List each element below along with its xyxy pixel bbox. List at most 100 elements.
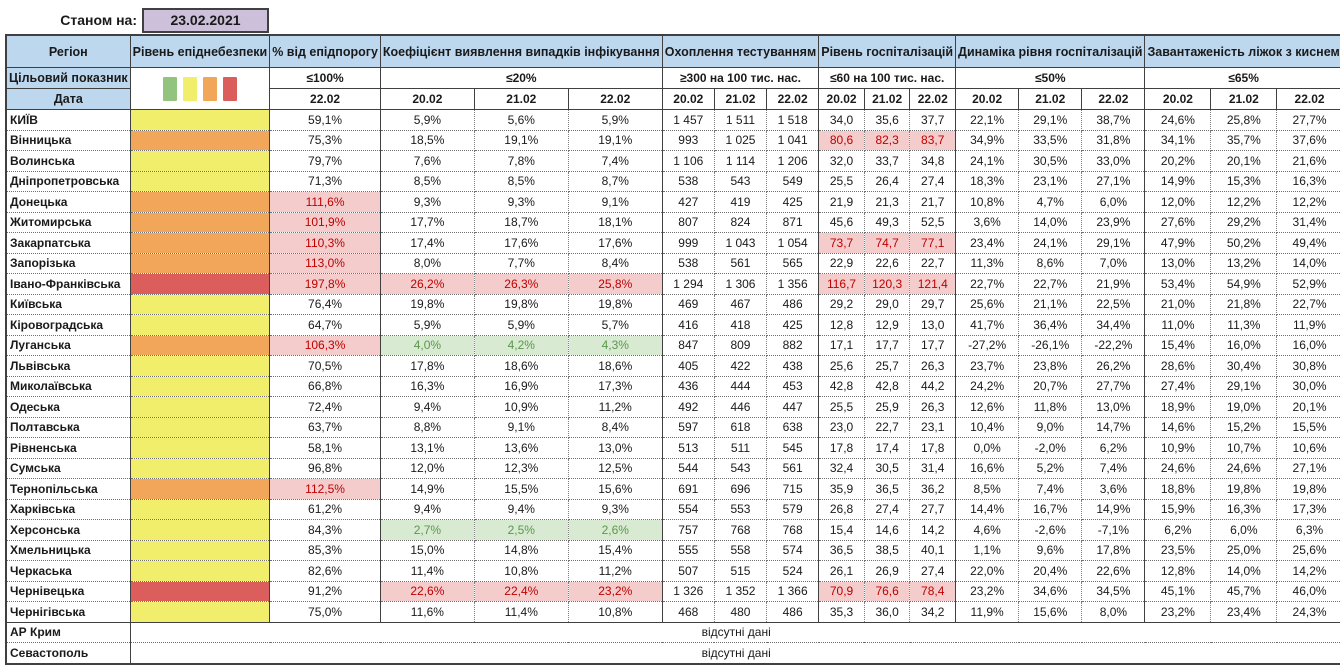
value-cell: 14,4% [955, 499, 1020, 520]
risk-level-cell [130, 458, 271, 479]
value-cell: 29,1% [1081, 232, 1146, 254]
value-cell: 58,1% [269, 437, 381, 459]
risk-level-cell [130, 150, 271, 172]
date-cell: 22.02 [909, 88, 957, 110]
date-cell: 20.02 [1144, 88, 1212, 110]
table-row: Львівська 70,5% 17,8% 18,6% 18,6% 405 422 438 25… [6, 355, 1340, 377]
value-cell: 31,4 [909, 458, 957, 479]
epidemic-indicators-table: Регіон Рівень епіднебезпеки % від епідпо… [5, 34, 1340, 665]
value-cell: 42,8 [864, 376, 911, 397]
value-cell: 11,3% [955, 253, 1020, 274]
region-name: Луганська [6, 335, 131, 356]
value-cell: 618 [714, 417, 768, 438]
value-cell: -2,0% [1018, 437, 1083, 459]
value-cell: 6,2% [1081, 437, 1146, 459]
table-row: Миколаївська 66,8% 16,3% 16,9% 17,3% 436 444 45… [6, 376, 1340, 397]
value-cell: 32,0 [818, 150, 865, 172]
value-cell: 49,3 [864, 212, 911, 233]
value-cell: 24,6% [1210, 458, 1278, 479]
value-cell: 544 [662, 458, 715, 479]
value-cell: 24,6% [1144, 109, 1212, 131]
value-cell: 27,1% [1276, 458, 1340, 479]
risk-level-cell [130, 396, 271, 418]
value-cell: 16,7% [1018, 499, 1083, 520]
value-cell: 1 043 [714, 232, 768, 254]
table-row: Івано-Франківська 197,8% 26,2% 26,3% 25,8% 1 … [6, 273, 1340, 295]
value-cell: 83,7 [909, 130, 957, 151]
value-cell: 524 [766, 560, 820, 582]
value-cell: 76,6 [864, 581, 911, 602]
value-cell: 19,8% [474, 294, 569, 315]
value-cell: 9,1% [568, 191, 663, 213]
value-cell: 4,7% [1018, 191, 1083, 213]
value-cell: 26,2% [1081, 355, 1146, 377]
value-cell: 21,6% [1276, 150, 1340, 172]
value-cell: 1 518 [766, 109, 820, 131]
value-cell: 64,7% [269, 314, 381, 336]
region-name: Донецька [6, 191, 131, 213]
value-cell: 110,3% [269, 232, 381, 254]
value-cell: 21,0% [1144, 294, 1212, 315]
region-name: Одеська [6, 396, 131, 418]
value-cell: 76,4% [269, 294, 381, 315]
value-cell: 6,0% [1081, 191, 1146, 213]
value-cell: 7,7% [474, 253, 569, 274]
value-cell: 438 [766, 355, 820, 377]
value-cell: 33,0% [1081, 150, 1146, 172]
region-name: КИЇВ [6, 109, 131, 131]
risk-level-legend [129, 67, 271, 110]
table-row: Закарпатська 110,3% 17,4% 17,6% 17,6% 999 1 04… [6, 232, 1340, 254]
value-cell: 82,3 [864, 130, 911, 151]
value-cell: 1 206 [766, 150, 820, 172]
date-cell: 21.02 [713, 88, 768, 110]
value-cell: 17,1 [818, 335, 865, 356]
value-cell: 30,4% [1210, 355, 1278, 377]
value-cell: 26,2% [380, 273, 475, 295]
value-cell: -22,2% [1081, 335, 1146, 356]
value-cell: 6,0% [1210, 519, 1278, 541]
value-cell: 45,7% [1210, 581, 1278, 602]
value-cell: 25,8% [1210, 109, 1278, 131]
value-cell: 35,6 [864, 109, 911, 131]
value-cell: 61,2% [269, 499, 381, 520]
risk-level-cell [130, 478, 271, 500]
value-cell: 446 [714, 396, 768, 418]
value-cell: 15,3% [1210, 171, 1278, 192]
value-cell: 17,7 [909, 335, 957, 356]
value-cell: 453 [766, 376, 820, 397]
value-cell: 22,7 [864, 417, 911, 438]
value-cell: 545 [766, 437, 820, 459]
value-cell: 33,7 [864, 150, 911, 172]
value-cell: 23,0 [818, 417, 865, 438]
value-cell: 882 [766, 335, 820, 356]
value-cell: 1 054 [766, 232, 820, 254]
value-cell: 4,3% [568, 335, 663, 356]
value-cell: 21,8% [1210, 294, 1278, 315]
value-cell: 22,4% [474, 581, 569, 602]
value-cell: 565 [766, 253, 820, 274]
value-cell: 1 025 [714, 130, 768, 151]
value-cell: 12,9 [864, 314, 911, 336]
value-cell: 15,4% [568, 540, 663, 561]
value-cell: 17,8 [909, 437, 957, 459]
date-cell: 20.02 [955, 88, 1020, 110]
value-cell: 1 511 [714, 109, 768, 131]
value-cell: 7,4% [1018, 478, 1083, 500]
value-cell: 16,0% [1210, 335, 1278, 356]
target-row-label: Цільовий показник [5, 67, 131, 89]
value-cell: 25,5 [818, 396, 865, 418]
risk-level-cell [130, 130, 271, 151]
column-header-hospitalization-level: Рівень госпіталізацій [818, 34, 957, 68]
value-cell: 1 352 [714, 581, 768, 602]
value-cell: 22,6 [864, 253, 911, 274]
value-cell: 23,4% [955, 232, 1020, 254]
value-cell: 10,8% [474, 560, 569, 582]
value-cell: 18,6% [474, 355, 569, 377]
date-cell: 22.02 [269, 88, 381, 110]
value-cell: 597 [662, 417, 715, 438]
value-cell: 25,7 [864, 355, 911, 377]
value-cell: 4,6% [955, 519, 1020, 541]
value-cell: 468 [662, 601, 715, 623]
value-cell: 17,4% [380, 232, 475, 254]
value-cell: 11,8% [1018, 396, 1083, 418]
